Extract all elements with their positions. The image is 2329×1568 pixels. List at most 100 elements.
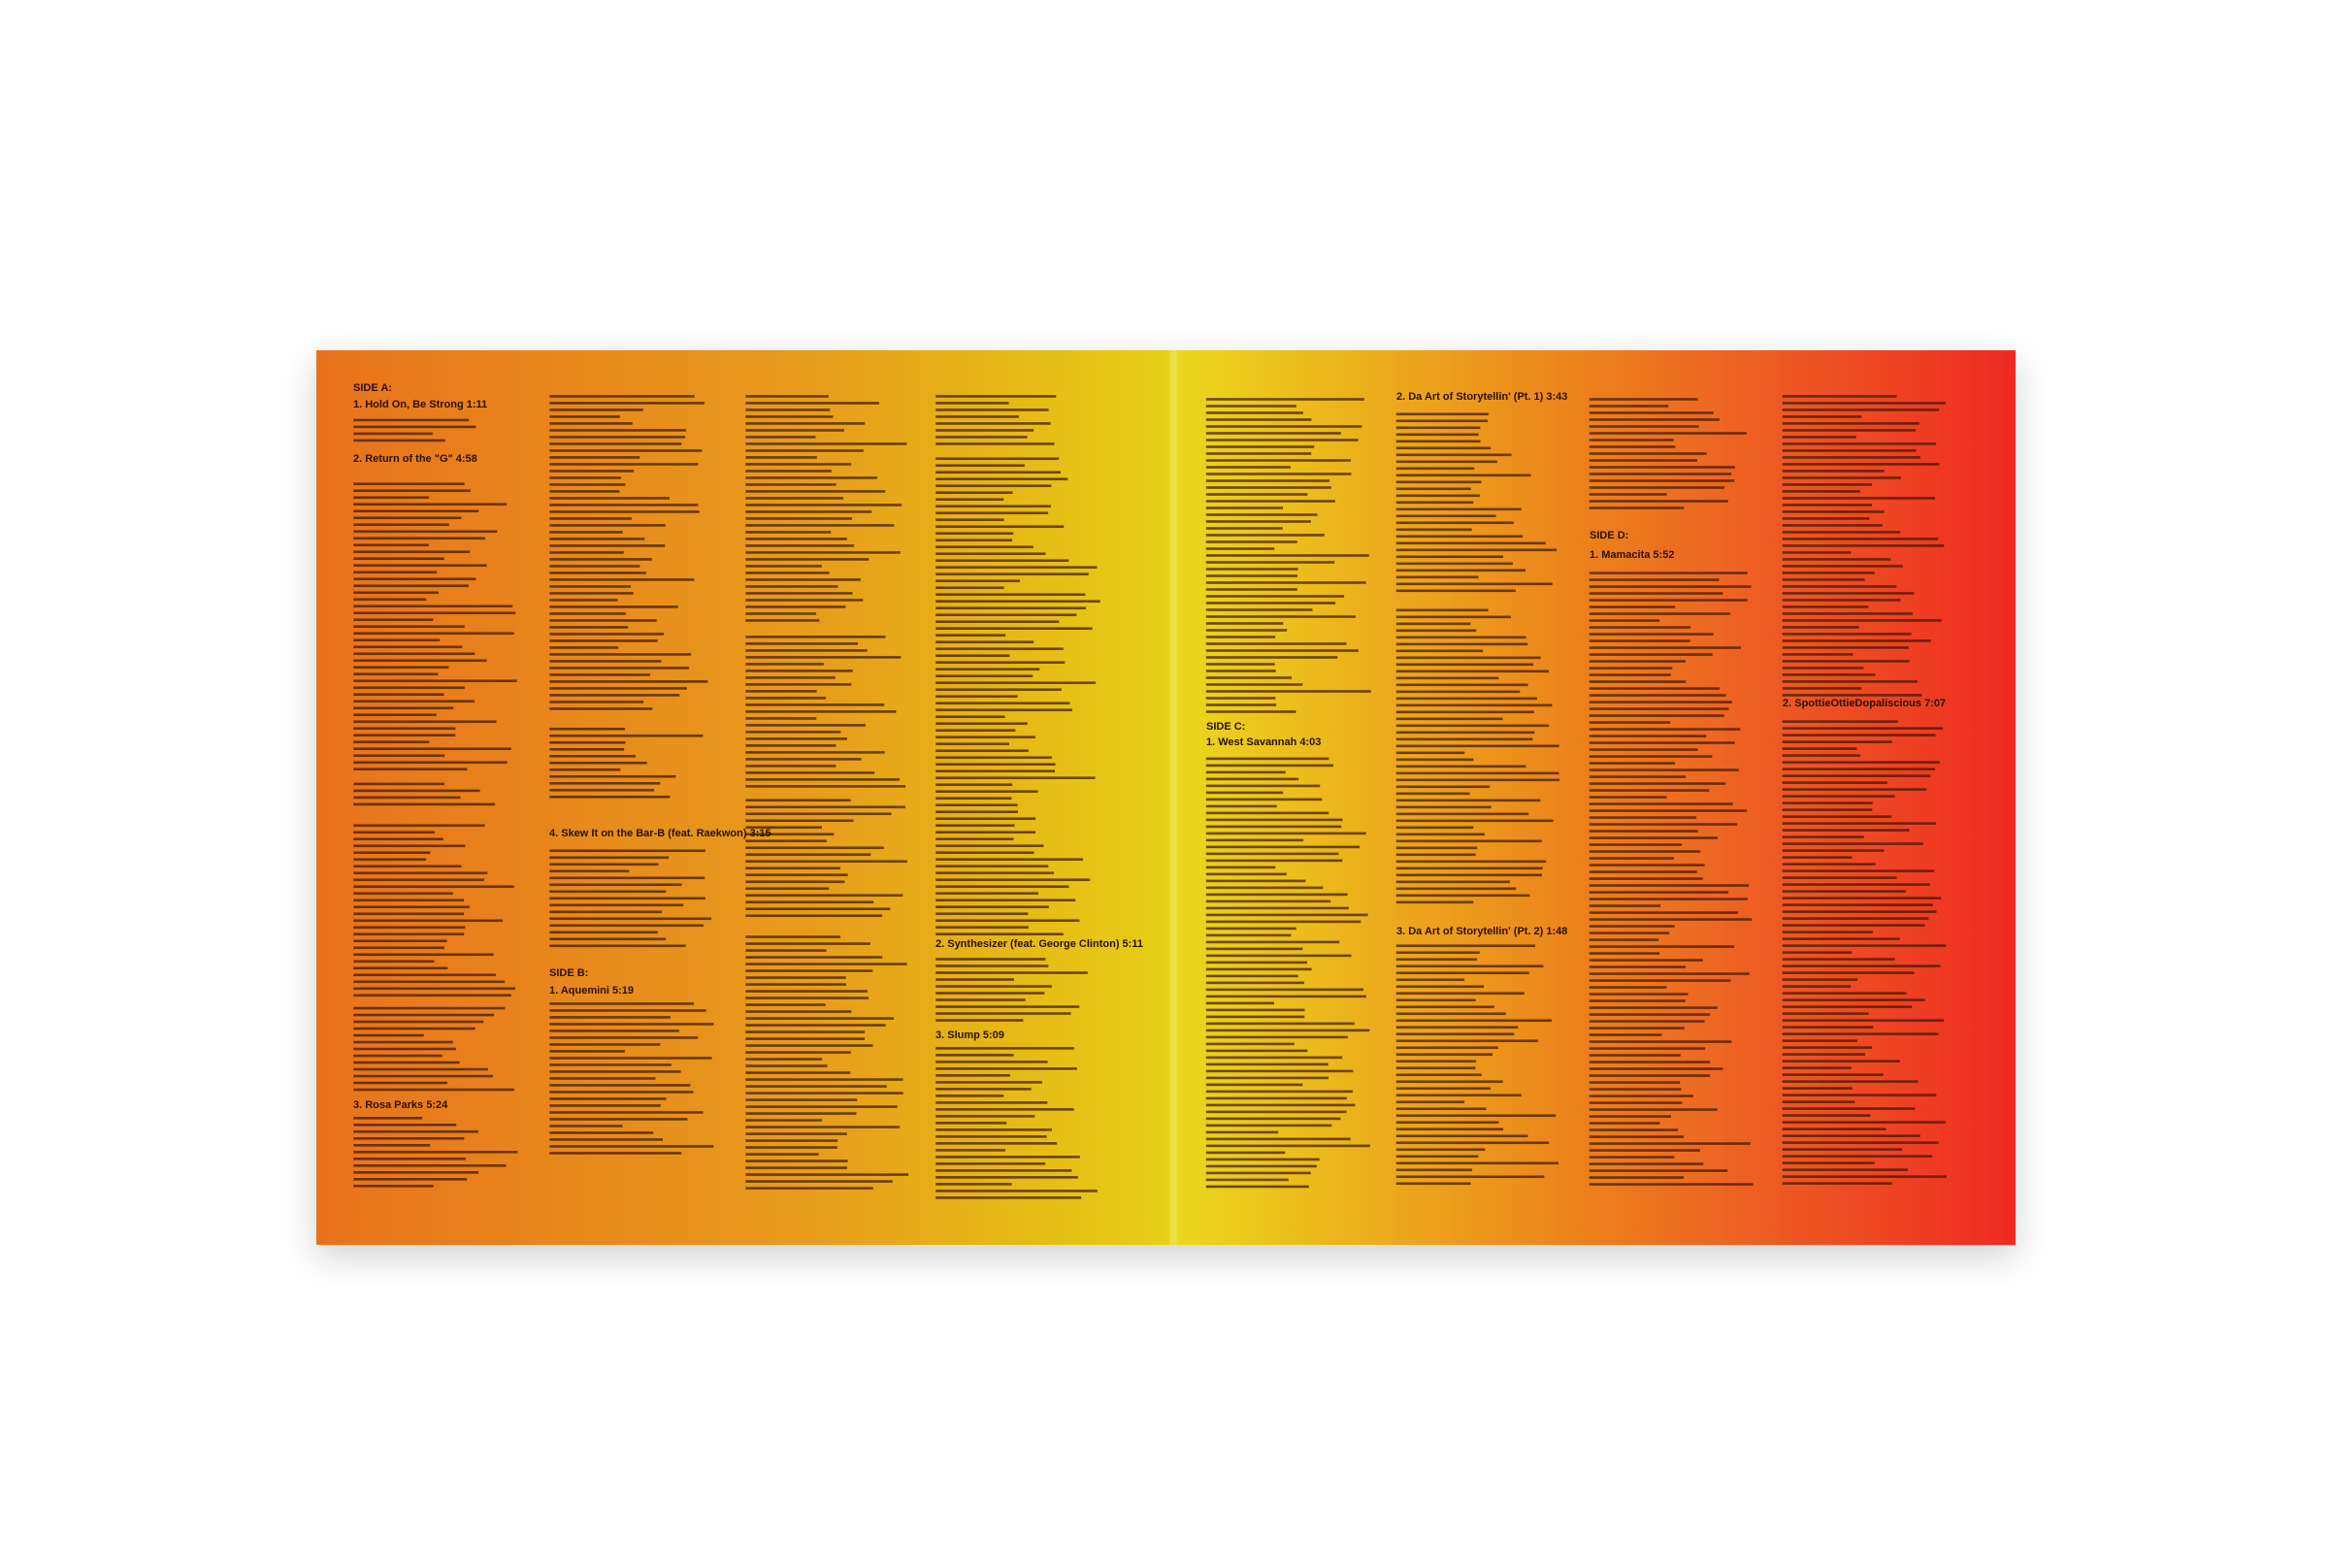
- lyric-line: [1395, 1080, 1503, 1084]
- lyric-line: [1782, 524, 1883, 527]
- lyric-line: [1395, 433, 1479, 437]
- lyric-line: [353, 1020, 484, 1024]
- lyric-line: [353, 754, 445, 758]
- lyric-line: [1395, 460, 1497, 464]
- lyric-line: [1205, 581, 1366, 584]
- lyric-line: [1205, 459, 1351, 462]
- lyric-line: [1589, 1142, 1751, 1145]
- lyric-line: [1395, 1060, 1477, 1063]
- lyric-line: [1395, 799, 1541, 802]
- lyric-line: [353, 926, 466, 930]
- lyric-line: [1589, 585, 1752, 588]
- lyric-line: [1589, 864, 1705, 866]
- lyric-line: [745, 538, 847, 540]
- lyric-line: [935, 749, 1029, 753]
- track-title: 2. Synthesizer (feat. George Clinton) 5:…: [935, 938, 1143, 950]
- lyric-line: [353, 1047, 457, 1051]
- lyric-line: [353, 432, 433, 436]
- lyric-line: [1205, 804, 1277, 808]
- lyric-line: [935, 586, 1004, 590]
- lyric-line: [1205, 506, 1283, 509]
- lyric-line: [745, 592, 853, 595]
- lyric-line: [1782, 646, 1909, 649]
- lyric-line: [745, 703, 885, 706]
- lyric-line: [1782, 998, 1925, 1001]
- lyric-line: [935, 491, 1013, 495]
- lyric-line: [935, 898, 1076, 902]
- lyric-line: [549, 517, 632, 520]
- lyric-line: [549, 538, 645, 540]
- lyric-line: [745, 456, 817, 459]
- lyric-line: [1395, 663, 1534, 667]
- lyric-line: [549, 1023, 714, 1026]
- lyric-line: [1205, 425, 1362, 428]
- lyric-line: [745, 656, 902, 659]
- lyric-line: [745, 649, 868, 652]
- lyric-line: [935, 824, 1015, 828]
- lyric-line: [1205, 838, 1304, 842]
- lyric-line: [1395, 649, 1484, 653]
- lyric-line: [745, 605, 846, 608]
- lyric-line: [1205, 473, 1352, 475]
- lyric-line: [353, 878, 484, 882]
- lyric-line: [549, 747, 625, 751]
- lyric-line: [1205, 866, 1276, 869]
- lyric-line: [745, 1146, 837, 1149]
- lyric-line: [1782, 1182, 1892, 1185]
- lyric-line: [1589, 979, 1731, 982]
- lyric-line: [1395, 1155, 1479, 1159]
- lyric-line: [1395, 622, 1471, 626]
- lyric-line: [1589, 1040, 1732, 1043]
- lyric-line: [1589, 993, 1689, 996]
- lyric-line: [1782, 694, 1922, 697]
- lyric-line: [935, 1005, 1080, 1008]
- lyric-line: [1205, 1103, 1356, 1107]
- lyric-line: [549, 639, 658, 642]
- lyric-line: [1589, 735, 1707, 737]
- lyric-line: [1395, 765, 1526, 768]
- lyric-line: [745, 422, 866, 425]
- lyric-line: [935, 457, 1060, 461]
- lyric-line: [745, 1003, 826, 1006]
- lyric-line: [935, 395, 1057, 398]
- lyric-line: [1395, 1066, 1476, 1070]
- lyric-line: [1395, 880, 1510, 884]
- lyric-line: [1589, 473, 1732, 475]
- lyric-line: [1589, 398, 1698, 401]
- lyric-line: [745, 956, 883, 959]
- center-fold: [1169, 350, 1177, 1245]
- lyric-line: [1205, 886, 1324, 890]
- lyric-line: [1395, 894, 1530, 898]
- lyric-line: [353, 666, 449, 670]
- lyric-line: [1205, 445, 1315, 448]
- lyric-line: [1589, 775, 1686, 778]
- lyric-line: [935, 998, 1026, 1001]
- lyric-line: [1782, 829, 1910, 832]
- lyric-line: [353, 761, 508, 765]
- lyric-line: [549, 701, 644, 703]
- lyric-line: [1589, 809, 1748, 812]
- lyric-line: [1782, 429, 1917, 432]
- lyric-line: [1395, 487, 1471, 491]
- lyric-line: [1205, 405, 1296, 408]
- lyric-line: [1589, 1013, 1711, 1016]
- lyric-line: [1782, 937, 1900, 940]
- lyric-line: [353, 509, 479, 513]
- lyric-line: [549, 897, 705, 900]
- lyric-line: [1589, 1054, 1681, 1057]
- track-title: 1. Aquemini 5:19: [549, 985, 634, 996]
- lyric-line: [1589, 931, 1670, 934]
- lyric-line: [549, 565, 640, 568]
- lyric-line: [1782, 402, 1946, 405]
- lyric-line: [1782, 558, 1891, 561]
- lyric-line: [1395, 1148, 1486, 1152]
- lyric-line: [1205, 642, 1347, 645]
- lyric-line: [353, 953, 494, 957]
- lyric-line: [1782, 1012, 1869, 1015]
- lyric-line: [549, 849, 705, 853]
- lyric-line: [745, 812, 892, 816]
- lyric-line: [745, 1112, 857, 1115]
- lyric-line: [1589, 660, 1686, 663]
- lyric-line: [1589, 870, 1697, 873]
- lyric-line: [935, 484, 1052, 488]
